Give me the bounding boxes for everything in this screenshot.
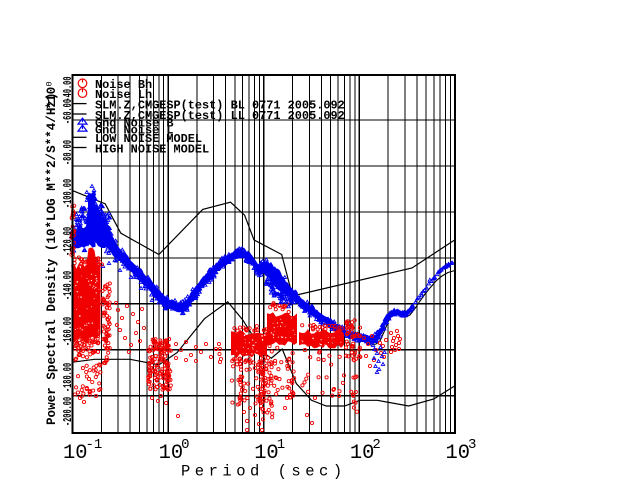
svg-text:0: 0 [45,81,55,86]
svg-text:-80.00: -80.00 [62,140,75,165]
svg-text:-40.00: -40.00 [62,76,75,101]
svg-text:HIGH NOISE MODEL: HIGH NOISE MODEL [95,142,209,156]
svg-text:10: 10 [159,442,183,465]
svg-text:2: 2 [372,437,380,453]
svg-text:10: 10 [254,442,278,465]
svg-text:SLM.Z,CMGESP(test) BL 0771: SLM.Z,CMGESP(test) BL 0771 2005.092 [95,99,345,113]
svg-text:1: 1 [277,437,285,453]
svg-text:Gnd Noise L: Gnd Noise L [95,123,174,137]
svg-text:-140.00: -140.00 [62,271,75,300]
svg-text:10: 10 [446,442,470,465]
svg-text:Gnd Noise B: Gnd Noise B [95,116,174,130]
svg-text:LOW NOISE MODEL: LOW NOISE MODEL [95,132,202,146]
svg-text:10: 10 [350,442,374,465]
svg-text:*10: *10 [45,87,59,110]
svg-text:-60.00: -60.00 [62,99,75,124]
svg-text:Period (sec): Period (sec) [181,463,347,480]
svg-text:-1: -1 [86,437,103,453]
svg-text:3: 3 [468,437,476,453]
svg-text:-160.00: -160.00 [62,317,75,346]
svg-text:SLM.Z,CMGESP(test) LL 0771: SLM.Z,CMGESP(test) LL 0771 2005.092 [95,109,345,123]
svg-text:10: 10 [63,442,87,465]
svg-text:Power Spectral Density (10*LOG: Power Spectral Density (10*LOG M**2/S**4… [45,92,59,425]
svg-text:0: 0 [181,437,189,453]
svg-text:-120.00: -120.00 [62,227,75,256]
svg-text:Noise Lh: Noise Lh [95,88,152,102]
svg-text:-200.00: -200.00 [62,397,75,426]
svg-text:-100.00: -100.00 [62,179,75,208]
svg-text:Noise Bh: Noise Bh [95,78,152,92]
svg-text:-180.00: -180.00 [62,363,75,392]
